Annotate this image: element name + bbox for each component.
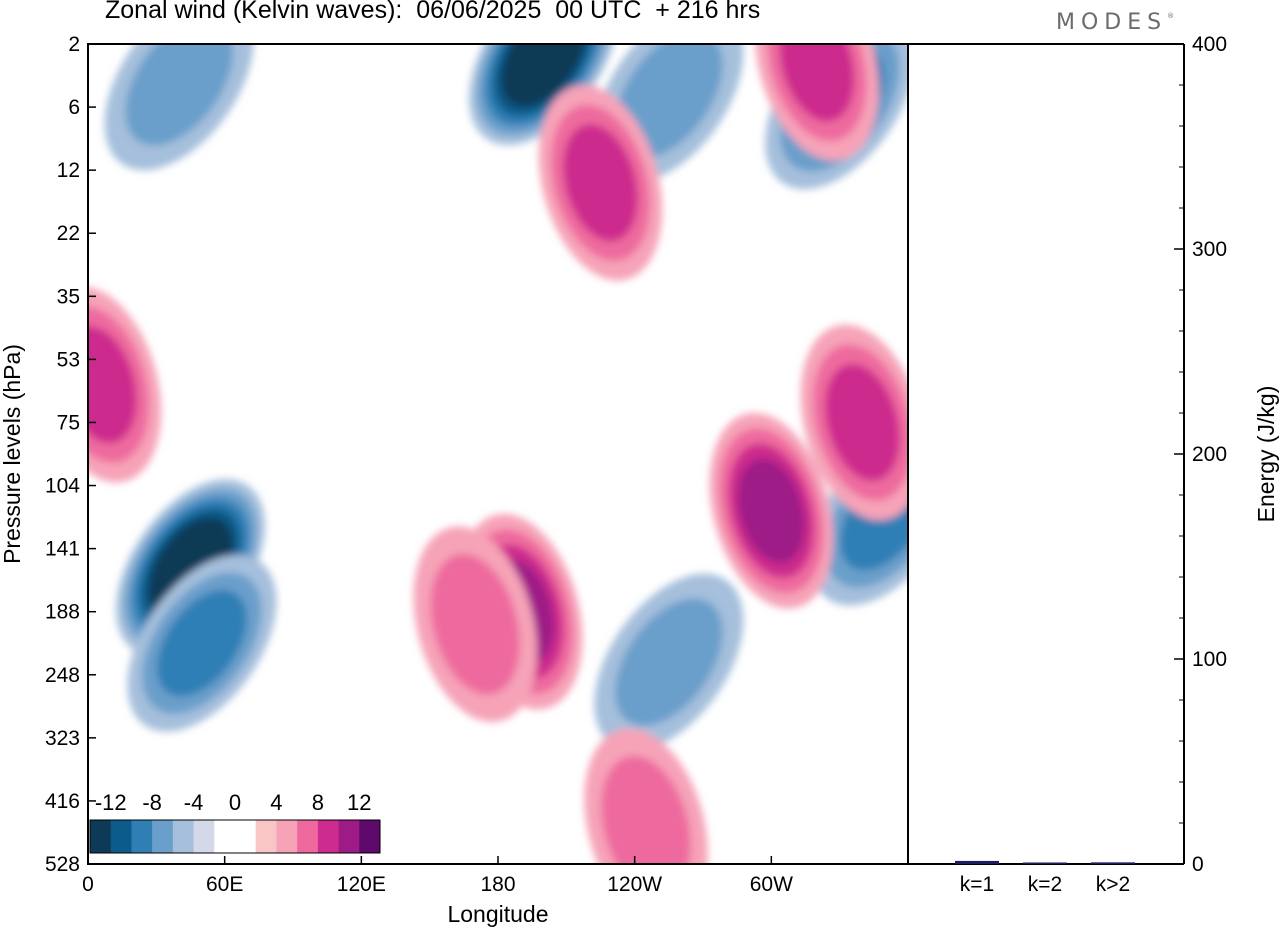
y-tick-label: 12 (57, 159, 80, 182)
wind-anomaly-12 (538, 85, 663, 281)
y-axis-title: Pressure levels (hPa) (0, 344, 25, 564)
wind-anomaly-14 (755, 44, 879, 161)
energy-category-label: k>2 (1096, 873, 1130, 896)
colorbar-bin (297, 820, 319, 853)
colorbar-bin (235, 820, 257, 853)
energy-category-label: k=2 (1028, 873, 1062, 896)
y-tick-label: 75 (57, 411, 80, 434)
chart-title: Zonal wind (Kelvin waves): 06/06/2025 00… (105, 0, 761, 24)
colorbar-label: -8 (142, 790, 162, 815)
colorbar-bin (131, 820, 153, 853)
energy-category-label: k=1 (960, 873, 994, 896)
colorbar-bin (172, 820, 195, 853)
colorbar-bin (255, 820, 277, 853)
contour-band (738, 458, 805, 563)
colorbar-bin (359, 820, 381, 853)
x-tick-label: 60E (206, 873, 243, 896)
y-tick-label: 2 (68, 33, 80, 56)
contour-band (601, 755, 691, 864)
wind-anomaly-11 (800, 324, 908, 521)
energy-bar-k=1 (955, 860, 999, 864)
registered-mark: ® (1167, 12, 1175, 20)
x-tick-label: 180 (480, 873, 515, 896)
y-tick-label: 248 (45, 664, 80, 687)
x-tick-label: 60W (750, 873, 793, 896)
colorbar-bin (152, 820, 174, 853)
colorbar-label: -12 (95, 790, 127, 815)
contour-band (430, 553, 520, 695)
colorbar-bin (338, 820, 360, 853)
x-axis-title: Longitude (447, 901, 548, 927)
y-tick-label: 53 (57, 348, 80, 371)
colorbar-bin (317, 820, 340, 853)
wind-anomaly-2 (127, 554, 277, 732)
contour-band (615, 44, 723, 159)
colorbar-frame (89, 819, 381, 854)
y-tick-label: 188 (45, 601, 80, 624)
wind-anomaly-15 (584, 728, 708, 864)
y-tick-label: 6 (68, 96, 80, 119)
energy-tick-label: 200 (1192, 443, 1227, 466)
contour-band (125, 44, 233, 146)
contour-band (563, 124, 638, 242)
energy-axis-title: Energy (J/kg) (1253, 386, 1279, 523)
y-tick-label: 104 (45, 475, 80, 498)
x-tick-label: 0 (82, 873, 94, 896)
energy-bar-k>2 (1091, 862, 1135, 864)
colorbar-label: 8 (312, 790, 324, 815)
y-tick-label: 323 (45, 727, 80, 750)
contour-band (825, 363, 900, 482)
contour-band (508, 44, 579, 98)
wind-anomaly-0 (104, 44, 254, 171)
modes-logo: MODES® (1056, 10, 1174, 35)
y-tick-label: 141 (45, 538, 80, 561)
wind-anomaly-9 (413, 526, 537, 723)
contour-band (88, 325, 137, 444)
energy-bar-panel: 0 100 200 300 400 Energy (J/kg) k=1 k=2 k>2 (955, 33, 1279, 896)
wind-anomaly-13 (88, 286, 162, 483)
contour-band (779, 44, 855, 122)
axes: 2 6 12 22 35 53 75 104 141 188 248 323 416 528 Pressur… (0, 33, 1185, 927)
colorbar-label: -4 (184, 790, 204, 815)
contour-band (615, 598, 723, 726)
colorbar-bin (214, 820, 236, 853)
contour-band (157, 590, 247, 697)
colorbar-label: 12 (347, 790, 371, 815)
y-tick-label: 528 (45, 853, 80, 876)
y-tick-label: 35 (57, 285, 80, 308)
contour-field (88, 44, 908, 864)
colorbar: -12 -8 -4 0 4 8 12 (89, 790, 381, 854)
colorbar-label: 4 (270, 790, 282, 815)
energy-tick-label: 300 (1192, 238, 1227, 261)
energy-tick-label: 100 (1192, 648, 1227, 671)
energy-bar-k=2 (1023, 862, 1067, 864)
colorbar-label: 0 (229, 790, 241, 815)
energy-tick-label: 400 (1192, 33, 1227, 56)
energy-tick-label: 0 (1192, 853, 1204, 876)
y-tick-label: 22 (57, 222, 80, 245)
colorbar-bin (276, 820, 298, 853)
wind-anomaly-10 (709, 413, 834, 609)
y-tick-label: 416 (45, 790, 80, 813)
logo-text: MODES (1056, 10, 1168, 35)
x-tick-label: 120E (337, 873, 386, 896)
x-tick-label: 120W (607, 873, 662, 896)
colorbar-bin (90, 820, 112, 853)
colorbar-bin (193, 820, 215, 853)
colorbar-bin (110, 820, 132, 853)
wind-anomaly-7 (594, 573, 744, 751)
